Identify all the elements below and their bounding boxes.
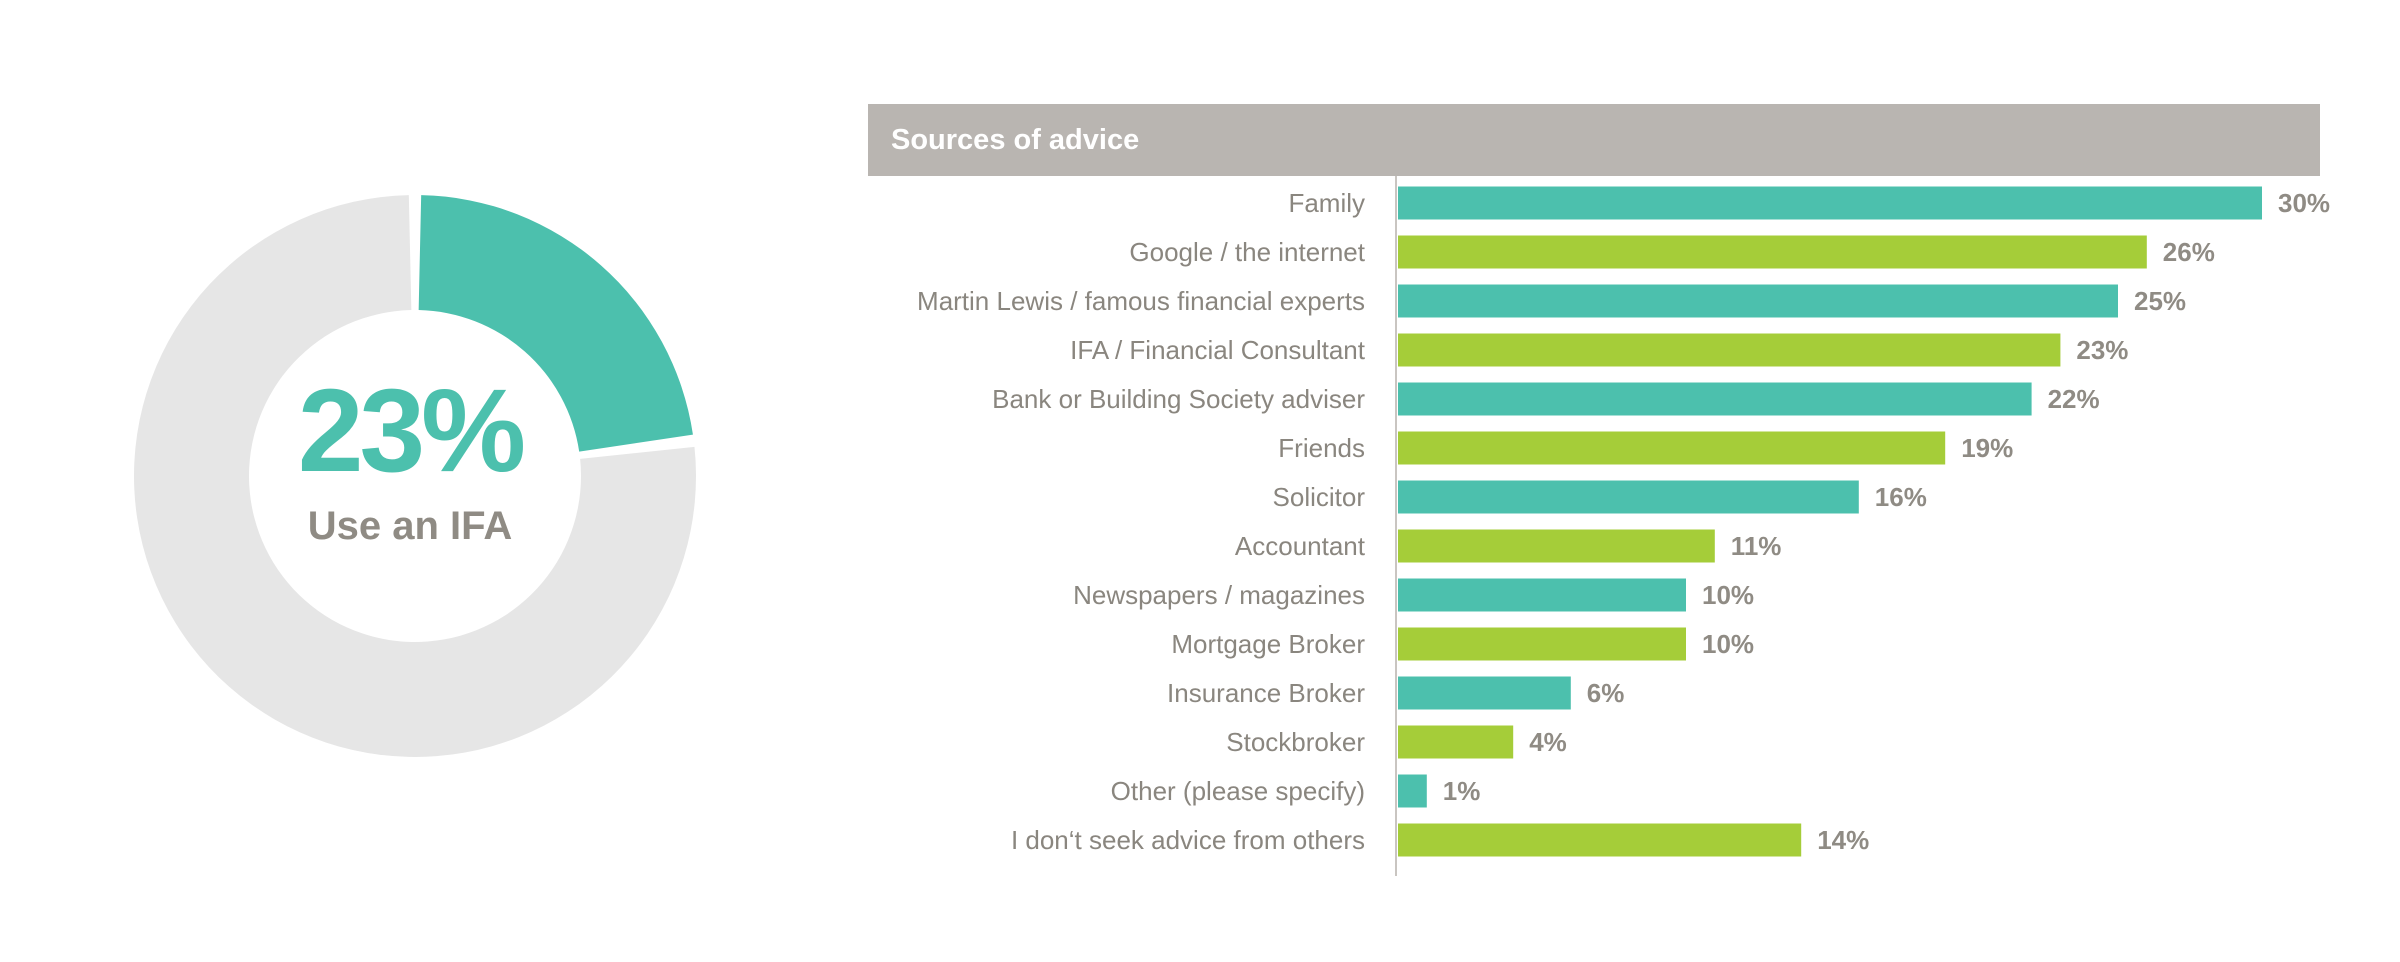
value-label: 10% [1702, 629, 1754, 659]
bar [1398, 333, 2061, 367]
category-label: Other (please specify) [1111, 776, 1365, 806]
bar [1398, 382, 2032, 416]
value-label: 11% [1731, 531, 1782, 561]
value-label: 4% [1529, 727, 1567, 757]
bar [1398, 774, 1427, 808]
value-label: 14% [1817, 825, 1869, 855]
value-label: 19% [1961, 433, 2013, 463]
bar [1398, 578, 1686, 612]
category-label: Martin Lewis / famous financial experts [917, 286, 1365, 316]
bar [1398, 627, 1686, 661]
category-label: Accountant [1235, 531, 1366, 561]
bar [1398, 480, 1859, 514]
value-label: 25% [2134, 286, 2186, 316]
donut-label: Use an IFA [307, 504, 513, 548]
value-label: 6% [1587, 678, 1625, 708]
value-label: 10% [1702, 580, 1754, 610]
donut-segment-rest [133, 195, 697, 757]
value-label: 1% [1443, 776, 1481, 806]
bar [1398, 676, 1571, 710]
bar [1398, 823, 1802, 857]
chart-header: Sources of advice [868, 104, 2320, 176]
bars-group: Family 30% Google / the internet 26% Martin … [917, 186, 2330, 857]
category-label: Insurance Broker [1167, 678, 1365, 708]
bar [1398, 235, 2147, 269]
value-label: 16% [1875, 482, 1927, 512]
bar [1398, 431, 1946, 465]
category-label: Family [1288, 188, 1365, 218]
category-label: Newspapers / magazines [1073, 580, 1365, 610]
value-label: 26% [2163, 237, 2215, 267]
donut-segment-ifa [418, 195, 693, 452]
bar [1398, 529, 1715, 563]
category-label: Google / the internet [1129, 237, 1365, 267]
value-label: 23% [2076, 335, 2128, 365]
chart-title: Sources of advice [891, 124, 1140, 156]
category-label: Friends [1278, 433, 1365, 463]
bar [1398, 284, 2118, 318]
donut-chart [133, 195, 697, 757]
category-label: IFA / Financial Consultant [1070, 335, 1366, 365]
category-label: I don‘t seek advice from others [1011, 825, 1365, 855]
category-label: Solicitor [1273, 482, 1366, 512]
category-label: Mortgage Broker [1171, 629, 1365, 659]
bar [1398, 725, 1514, 759]
bar [1398, 186, 2262, 220]
donut-value: 23% [297, 365, 526, 497]
value-label: 22% [2048, 384, 2100, 414]
category-label: Bank or Building Society adviser [992, 384, 1365, 414]
value-label: 30% [2278, 188, 2330, 218]
category-label: Stockbroker [1226, 727, 1365, 757]
